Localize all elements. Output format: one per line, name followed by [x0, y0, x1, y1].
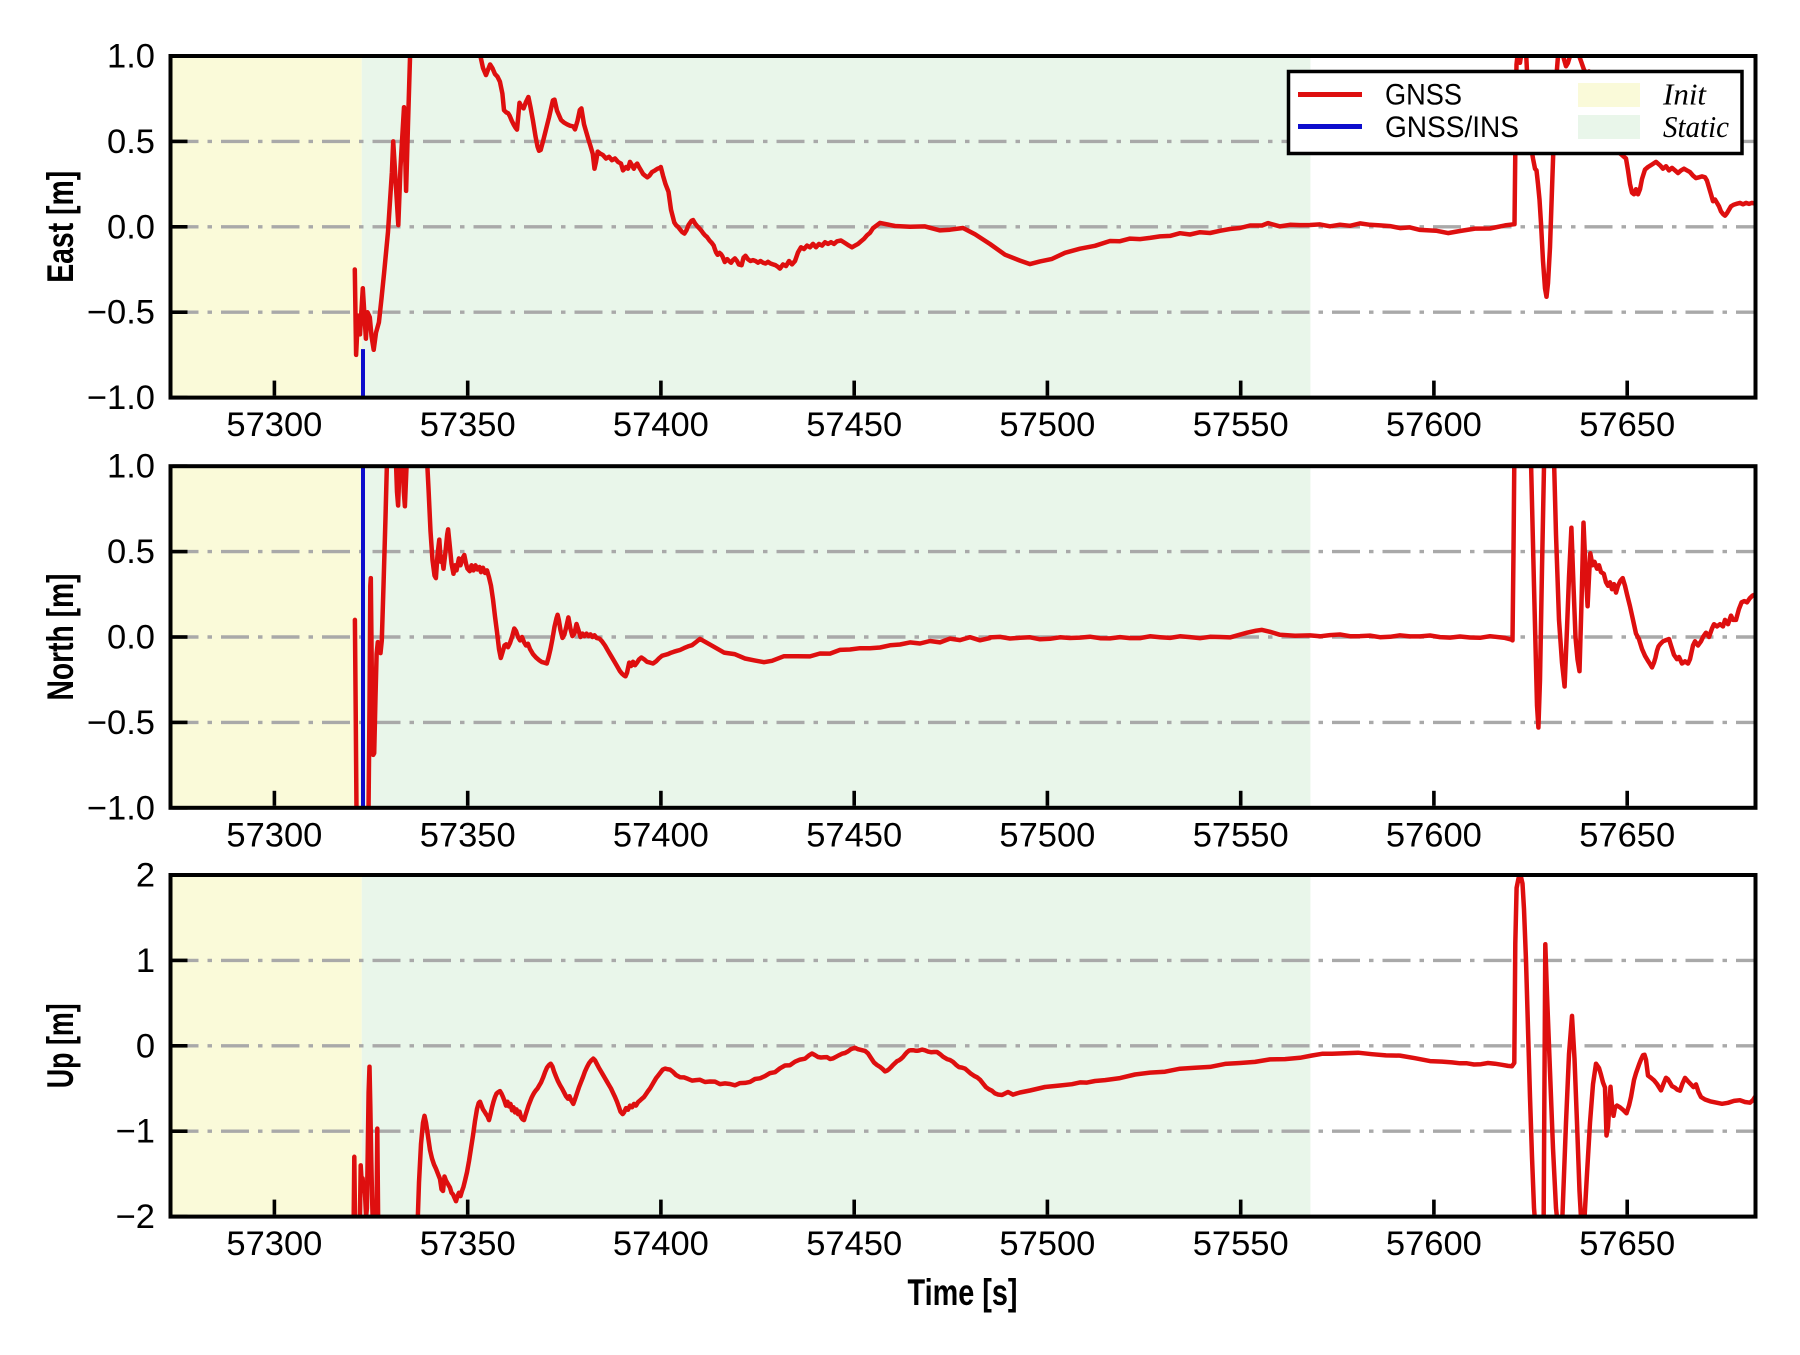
svg-text:57650: 57650 [1579, 816, 1675, 854]
svg-text:−1.0: −1.0 [87, 789, 155, 827]
svg-text:0.5: 0.5 [107, 533, 155, 571]
svg-text:57450: 57450 [806, 406, 902, 444]
svg-text:1.0: 1.0 [107, 448, 155, 486]
svg-text:North [m]: North [m] [40, 574, 81, 701]
svg-text:−0.5: −0.5 [87, 704, 155, 742]
svg-text:2: 2 [136, 857, 155, 895]
svg-text:57500: 57500 [999, 406, 1095, 444]
svg-text:57500: 57500 [999, 1225, 1095, 1263]
svg-text:57500: 57500 [999, 816, 1095, 854]
svg-text:1.0: 1.0 [107, 38, 155, 76]
svg-text:Time [s]: Time [s] [908, 1272, 1018, 1313]
svg-text:57550: 57550 [1193, 406, 1289, 444]
svg-text:57650: 57650 [1579, 406, 1675, 444]
svg-text:Init: Init [1662, 77, 1707, 112]
svg-text:0.0: 0.0 [107, 619, 155, 657]
svg-text:57450: 57450 [806, 816, 902, 854]
svg-text:57550: 57550 [1193, 816, 1289, 854]
svg-text:57400: 57400 [613, 406, 709, 444]
svg-text:57350: 57350 [420, 406, 516, 444]
svg-text:57600: 57600 [1386, 406, 1482, 444]
svg-text:−1.0: −1.0 [87, 379, 155, 417]
svg-text:57650: 57650 [1579, 1225, 1675, 1263]
svg-text:57550: 57550 [1193, 1225, 1289, 1263]
svg-text:GNSS: GNSS [1385, 79, 1462, 112]
svg-text:57400: 57400 [613, 1225, 709, 1263]
svg-text:−2: −2 [116, 1198, 155, 1236]
svg-text:0: 0 [136, 1027, 155, 1065]
svg-text:0.0: 0.0 [107, 208, 155, 246]
svg-text:57300: 57300 [226, 1225, 322, 1263]
svg-text:GNSS/INS: GNSS/INS [1385, 111, 1519, 144]
svg-text:57600: 57600 [1386, 816, 1482, 854]
svg-text:57300: 57300 [226, 406, 322, 444]
svg-text:Up [m]: Up [m] [40, 1003, 81, 1088]
svg-text:57400: 57400 [613, 816, 709, 854]
svg-text:0.5: 0.5 [107, 123, 155, 161]
svg-text:Static: Static [1663, 109, 1729, 144]
svg-text:57350: 57350 [420, 816, 516, 854]
svg-text:57450: 57450 [806, 1225, 902, 1263]
svg-text:57300: 57300 [226, 816, 322, 854]
svg-text:East [m]: East [m] [40, 171, 81, 283]
svg-text:57350: 57350 [420, 1225, 516, 1263]
svg-text:−0.5: −0.5 [87, 294, 155, 332]
svg-text:−1: −1 [116, 1113, 155, 1151]
svg-text:1: 1 [136, 942, 155, 980]
svg-text:57600: 57600 [1386, 1225, 1482, 1263]
